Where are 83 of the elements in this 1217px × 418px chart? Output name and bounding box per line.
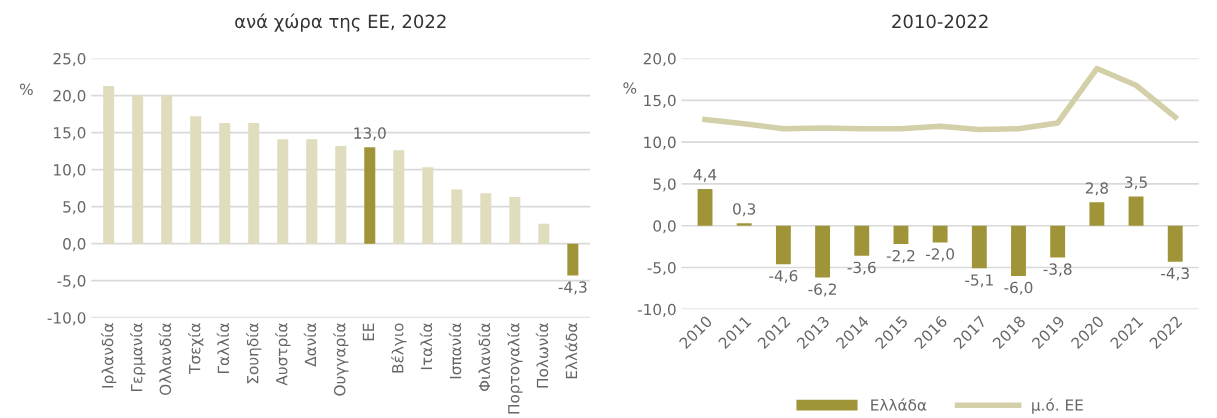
bar	[1011, 225, 1026, 276]
y-tick-label: -5,0	[57, 275, 86, 289]
bar	[248, 122, 260, 244]
bar	[335, 145, 347, 244]
bar	[971, 225, 987, 269]
y-tick-label: 20,0	[53, 90, 86, 104]
y-tick-label: -5,0	[647, 261, 676, 276]
x-tick-label: Ιρλανδία	[100, 323, 117, 388]
data-label: 13,0	[354, 127, 386, 141]
bar	[893, 225, 909, 245]
x-tick-label: Ουγγαρία	[333, 323, 349, 396]
x-tick-label: Πολωνία	[535, 323, 549, 388]
data-label: 3,5	[1125, 176, 1147, 190]
bar	[103, 85, 115, 244]
bar	[161, 95, 173, 244]
bar	[736, 223, 752, 226]
data-label: 4,4	[693, 169, 717, 182]
bar	[364, 147, 376, 244]
x-tick-label: Τσεχία	[188, 323, 204, 374]
bar	[132, 95, 144, 244]
legend-label: μ.ό. ΕΕ	[1032, 398, 1083, 414]
bar	[697, 188, 713, 226]
bar	[306, 139, 318, 244]
x-tick-label: Αυστρία	[275, 323, 291, 386]
bar	[1167, 225, 1183, 262]
data-label: 2,8	[1085, 182, 1108, 196]
y-tick-label: 5,0	[653, 178, 676, 192]
y-tick-label: 0,0	[63, 238, 86, 252]
y-tick-label: -10,0	[47, 312, 86, 326]
bar	[393, 150, 405, 244]
x-tick-label: Πορτογαλία	[507, 323, 523, 414]
y-axis-title: %	[623, 82, 637, 94]
y-tick-label: 10,0	[644, 136, 676, 150]
data-label: -3,6	[847, 261, 876, 275]
x-tick-label: Σουηδία	[246, 323, 262, 384]
chart-title: 2010-2022	[892, 14, 988, 29]
bar	[480, 193, 492, 244]
chart-title: ανά χώρα της ΕΕ, 2022	[235, 13, 446, 32]
bar	[1089, 202, 1105, 226]
data-label: -5,1	[965, 274, 993, 288]
x-tick-label: Δανία	[303, 323, 317, 367]
data-label: -4,3	[558, 281, 587, 295]
bar	[775, 225, 791, 265]
data-label: -4,3	[1161, 267, 1189, 281]
data-label: -2,0	[925, 248, 955, 262]
x-tick-label: Γαλλία	[216, 323, 230, 373]
bar	[854, 225, 870, 256]
x-tick-label: Φιλανδία	[477, 323, 491, 392]
x-tick-label: Ιταλία	[419, 323, 433, 370]
legend-label: Ελλάδα	[871, 398, 927, 411]
data-label: -3,8	[1043, 263, 1072, 277]
y-tick-label: 0,0	[653, 220, 676, 234]
bar	[219, 122, 231, 244]
bar	[932, 225, 948, 243]
x-tick-label: Ισπανία	[448, 323, 462, 379]
bar	[567, 243, 579, 276]
data-label: -2,2	[886, 249, 915, 264]
y-tick-label: 25,0	[53, 52, 86, 67]
y-tick-label: 20,0	[643, 52, 676, 67]
y-tick-label: 5,0	[63, 201, 86, 215]
bar	[451, 189, 463, 244]
y-tick-label: 15,0	[644, 94, 676, 108]
y-tick-label: 15,0	[54, 127, 86, 141]
y-axis-title: %	[19, 83, 33, 96]
bar	[1050, 225, 1066, 258]
x-tick-label: Βέλγιο	[391, 323, 407, 373]
y-tick-label: -10,0	[637, 303, 676, 317]
x-tick-label: Ολλανδία	[158, 323, 172, 395]
x-tick-label: ΕΕ	[362, 323, 374, 341]
data-label: 0,3	[733, 203, 756, 217]
bar	[815, 225, 831, 278]
y-tick-label: 10,0	[54, 164, 86, 178]
bar	[1128, 196, 1144, 226]
bar	[422, 167, 434, 244]
x-tick-label: Ελλάδα	[564, 323, 578, 379]
data-label: -6,2	[808, 283, 836, 297]
bar	[509, 196, 521, 244]
bar	[277, 139, 289, 244]
bar	[538, 223, 550, 244]
data-label: -4,6	[769, 270, 798, 284]
bar	[190, 116, 202, 244]
data-label: -6,0	[1004, 281, 1033, 295]
x-tick-label: Γερμανία	[129, 323, 146, 392]
